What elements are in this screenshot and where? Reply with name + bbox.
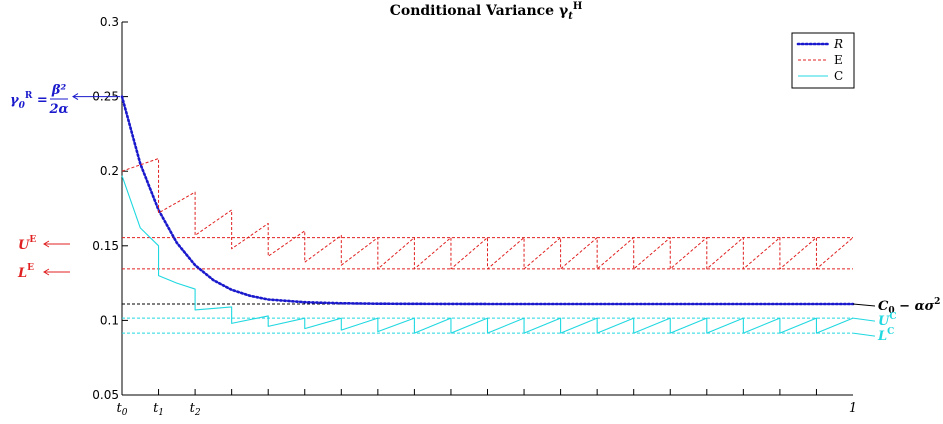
legend-label-c: C (834, 69, 843, 83)
y-tick-label: 0.1 (100, 313, 119, 327)
legend-label-r: R (833, 37, 843, 51)
axes: 0.050.10.150.20.250.3t0 t1 t2 1 (92, 15, 857, 418)
legend-label-e: E (834, 53, 843, 67)
y-tick-label: 0.2 (100, 164, 119, 178)
svg-text:UE: UE (18, 235, 36, 253)
lower-threshold-e-label: LE (17, 263, 70, 281)
limit-label: C0 − ασ2 (853, 297, 940, 316)
x-tick-label: 1 (849, 401, 857, 416)
svg-text:LE: LE (17, 263, 34, 281)
svg-text:LC: LC (877, 327, 894, 344)
y-tick-label: 0.3 (100, 15, 119, 29)
upper-threshold-e-label: UE (18, 235, 70, 253)
svg-text:C0 − ασ2: C0 − ασ2 (878, 297, 940, 316)
legend: REC (792, 33, 854, 88)
gamma0-numerator: β² (51, 83, 67, 98)
gamma0-denominator: 2α (48, 102, 68, 117)
x-tick-label: t2 (190, 401, 201, 418)
series-r-line (122, 97, 853, 304)
x-tick-label: t0 (117, 401, 128, 418)
y-tick-label: 0.05 (92, 388, 119, 402)
series-layer (122, 97, 853, 333)
gamma0-label: γ0R = (10, 91, 48, 111)
y-tick-label: 0.15 (92, 239, 119, 253)
series-e-line (122, 159, 853, 269)
x-tick-label: t1 (153, 401, 164, 418)
lower-threshold-c-label: LC (853, 327, 894, 344)
chart-title: Conditional Variance γtH (390, 1, 583, 22)
